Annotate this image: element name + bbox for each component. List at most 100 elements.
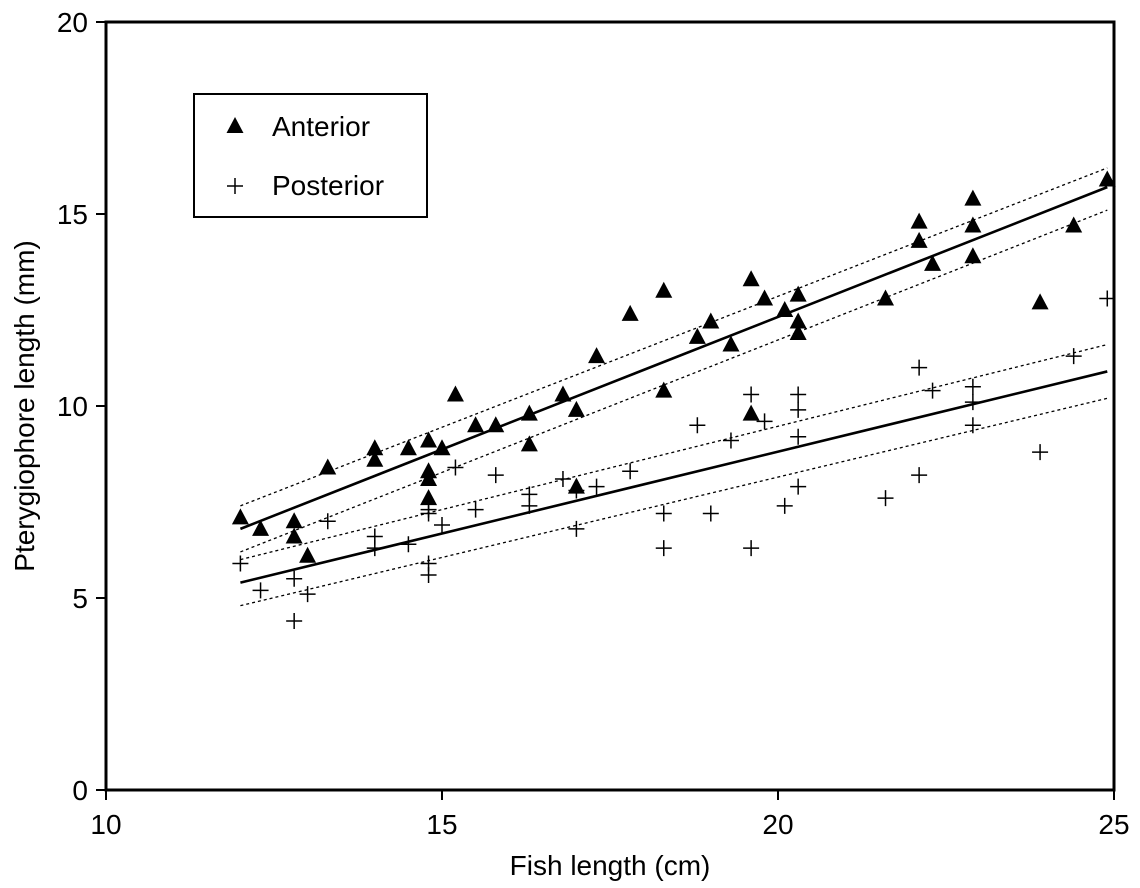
- anterior-point: [231, 508, 249, 525]
- posterior-point: [924, 382, 941, 399]
- anterior-point: [910, 212, 928, 229]
- anterior-point: [621, 304, 639, 321]
- anterior-point: [319, 458, 337, 475]
- anterior-point: [366, 439, 384, 456]
- posterior-point: [790, 401, 807, 418]
- anterior-point: [789, 312, 807, 329]
- anterior-point: [964, 216, 982, 233]
- posterior-confidence-line: [240, 343, 1108, 561]
- anterior-point: [299, 546, 317, 563]
- posterior-point: [467, 501, 484, 518]
- posterior-point: [655, 505, 672, 522]
- posterior-point: [588, 478, 605, 495]
- axis-ticks: 10 15 20 25 0 5 10 15 20: [57, 7, 1130, 840]
- posterior-point: [400, 536, 417, 553]
- anterior-point: [742, 270, 760, 287]
- anterior-point: [877, 289, 895, 306]
- legend-label-posterior: Posterior: [272, 170, 384, 201]
- posterior-point: [319, 513, 336, 530]
- y-tick-label: 15: [57, 199, 88, 230]
- posterior-point: [964, 417, 981, 434]
- anterior-point: [1065, 216, 1083, 233]
- x-tick-label: 10: [90, 809, 121, 840]
- anterior-point: [964, 247, 982, 264]
- anterior-point: [446, 385, 464, 402]
- anterior-point: [567, 400, 585, 417]
- anterior-point: [285, 527, 303, 544]
- posterior-point: [420, 566, 437, 583]
- y-tick-label: 20: [57, 7, 88, 38]
- anterior-point: [252, 519, 270, 536]
- posterior-point: [790, 386, 807, 403]
- anterior-point: [420, 489, 438, 506]
- x-axis-title: Fish length (cm): [510, 850, 711, 881]
- legend-markers: [226, 117, 244, 194]
- legend-box: [193, 93, 428, 218]
- posterior-point: [655, 540, 672, 557]
- anterior-point: [520, 435, 538, 452]
- posterior-point: [521, 497, 538, 514]
- posterior-point: [447, 459, 464, 476]
- legend-posterior-marker: [227, 178, 243, 194]
- anterior-point: [722, 335, 740, 352]
- anterior-point: [554, 385, 572, 402]
- posterior-point: [689, 417, 706, 434]
- posterior-point: [420, 505, 437, 522]
- data-points: [231, 170, 1116, 630]
- posterior-point: [722, 432, 739, 449]
- posterior-point: [487, 467, 504, 484]
- anterior-point: [285, 512, 303, 529]
- anterior-point: [467, 416, 485, 433]
- posterior-point: [911, 467, 928, 484]
- posterior-point: [622, 463, 639, 480]
- posterior-point: [911, 359, 928, 376]
- anterior-point: [789, 324, 807, 341]
- posterior-point: [286, 613, 303, 630]
- anterior-point: [655, 281, 673, 298]
- anterior-confidence-line: [240, 167, 1108, 507]
- anterior-point: [487, 416, 505, 433]
- x-tick-label: 25: [1098, 809, 1129, 840]
- posterior-point: [252, 582, 269, 599]
- posterior-point: [1032, 444, 1049, 461]
- posterior-point: [964, 394, 981, 411]
- anterior-point: [655, 381, 673, 398]
- y-axis-title: Pterygiophore length (mm): [9, 240, 40, 571]
- anterior-regression-line: [239, 185, 1108, 531]
- anterior-point: [420, 469, 438, 486]
- posterior-point: [1099, 290, 1116, 307]
- posterior-point: [286, 570, 303, 587]
- legend-label-anterior: Anterior: [272, 111, 370, 142]
- anterior-point: [520, 404, 538, 421]
- anterior-point: [789, 285, 807, 302]
- posterior-point: [434, 517, 450, 534]
- posterior-point: [743, 540, 760, 557]
- legend-anterior-marker: [226, 117, 244, 133]
- anterior-point: [588, 347, 606, 364]
- y-tick-label: 5: [72, 583, 88, 614]
- x-tick-label: 20: [762, 809, 793, 840]
- posterior-point: [743, 386, 760, 403]
- y-tick-label: 0: [72, 775, 88, 806]
- posterior-point: [776, 497, 793, 514]
- anterior-point: [776, 301, 794, 317]
- y-tick-label: 10: [57, 391, 88, 422]
- posterior-point: [299, 586, 316, 603]
- posterior-point: [790, 428, 807, 445]
- posterior-point: [366, 540, 383, 557]
- anterior-point: [964, 189, 982, 206]
- anterior-point: [433, 439, 451, 456]
- anterior-point: [742, 404, 760, 421]
- posterior-point: [790, 478, 807, 495]
- legend: Anterior Posterior: [193, 93, 428, 218]
- posterior-point: [702, 505, 719, 522]
- posterior-point: [568, 520, 585, 537]
- anterior-confidence-line: [240, 209, 1108, 553]
- posterior-point: [877, 490, 894, 507]
- posterior-regression-line: [240, 370, 1108, 584]
- anterior-point: [756, 289, 774, 306]
- anterior-point: [688, 327, 706, 344]
- posterior-point: [554, 470, 571, 487]
- x-tick-label: 15: [426, 809, 457, 840]
